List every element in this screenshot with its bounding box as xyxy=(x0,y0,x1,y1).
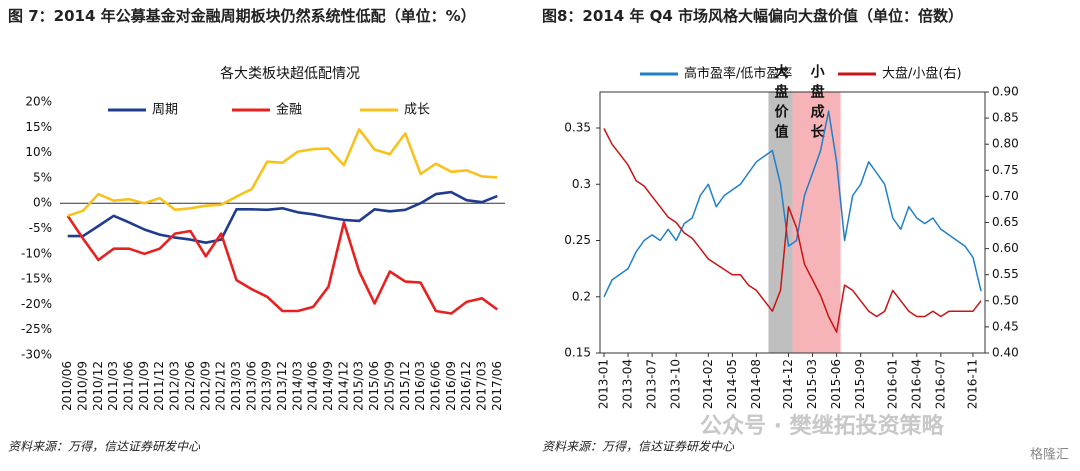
y-tick-label: 0% xyxy=(33,196,52,210)
y2-tick-label: 0.40 xyxy=(992,346,1019,360)
y2-tick-label: 0.50 xyxy=(992,293,1019,307)
y-tick-label: -25% xyxy=(21,322,52,336)
y-tick-label: -20% xyxy=(21,297,52,311)
source: 资料来源：万得，信达证券研发中心 xyxy=(542,440,735,454)
x-tick-label: 2012/09 xyxy=(198,361,212,411)
y2-tick-label: 0.75 xyxy=(992,163,1019,177)
series-line xyxy=(603,110,982,298)
x-tick-label: 2015/03 xyxy=(352,361,366,411)
y-tick-label: 0.2 xyxy=(572,289,591,303)
x-tick-label: 2012/12 xyxy=(214,361,228,411)
watermark: 公众号 · 樊继拓投资策略 xyxy=(700,413,945,439)
series-line xyxy=(67,128,498,218)
x-tick-label: 2013/06 xyxy=(244,361,258,411)
x-tick-label: 2014-05 xyxy=(725,359,739,409)
y2-tick-label: 0.80 xyxy=(992,137,1019,151)
x-tick-label: 2013-10 xyxy=(669,359,683,409)
y-tick-label: 5% xyxy=(33,170,52,184)
region-label: 小盘成长 xyxy=(809,64,825,144)
x-tick-label: 2011/06 xyxy=(122,361,136,411)
x-tick-label: 2017/03 xyxy=(474,361,488,411)
y2-tick-label: 0.90 xyxy=(992,85,1019,99)
series-line xyxy=(67,190,498,244)
x-tick-label: 2014/03 xyxy=(290,361,304,411)
x-tick-label: 2010/12 xyxy=(91,361,105,411)
legend-label: 大盘/小盘(右) xyxy=(882,66,962,82)
y-tick-label: 15% xyxy=(25,120,52,134)
y-tick-label: -10% xyxy=(21,246,52,260)
source: 资料来源：万得，信达证券研发中心 xyxy=(8,440,201,454)
x-tick-label: 2014-08 xyxy=(749,359,763,409)
chart-subtitle: 各大类板块超低配情况 xyxy=(220,66,360,82)
y-tick-label: 10% xyxy=(25,145,52,159)
y-tick-label: -30% xyxy=(21,348,52,362)
x-tick-label: 2016/06 xyxy=(428,361,442,411)
x-tick-label: 2013-01 xyxy=(597,359,611,409)
y-tick-label: 0.3 xyxy=(572,177,591,191)
legend-label: 高市盈率/低市盈率 xyxy=(684,66,792,82)
y2-tick-label: 0.60 xyxy=(992,241,1019,255)
y-tick-label: 0.25 xyxy=(564,233,591,247)
x-tick-label: 2012/06 xyxy=(183,361,197,411)
series-line xyxy=(603,128,982,333)
x-tick-label: 2015/06 xyxy=(367,361,381,411)
x-tick-label: 2010/09 xyxy=(76,361,90,411)
x-tick-label: 2015/09 xyxy=(382,361,396,411)
x-tick-label: 2016/09 xyxy=(444,361,458,411)
x-tick-label: 2012/03 xyxy=(168,361,182,411)
figure-title: 图8：2014 年 Q4 市场风格大幅偏向大盘价值（单位：倍数） xyxy=(542,7,964,25)
x-tick-label: 2016-01 xyxy=(885,359,899,409)
legend-label: 金融 xyxy=(276,102,302,118)
y-tick-label: 0.35 xyxy=(564,121,591,135)
x-tick-label: 2013/12 xyxy=(275,361,289,411)
x-tick-label: 2011/03 xyxy=(106,361,120,411)
x-tick-label: 2016-07 xyxy=(933,359,947,409)
legend-label: 成长 xyxy=(404,103,430,118)
x-tick-label: 2011/09 xyxy=(137,361,151,411)
y2-tick-label: 0.65 xyxy=(992,215,1019,229)
x-tick-label: 2014/12 xyxy=(336,361,350,411)
x-tick-label: 2013/09 xyxy=(260,361,274,411)
y-tick-label: -15% xyxy=(21,272,52,286)
y2-tick-label: 0.55 xyxy=(992,267,1019,281)
y-tick-label: 0.15 xyxy=(564,346,591,360)
x-tick-label: 2015-06 xyxy=(829,359,843,409)
y2-tick-label: 0.45 xyxy=(992,319,1019,333)
x-tick-label: 2014/09 xyxy=(321,361,335,411)
x-tick-label: 2013-07 xyxy=(645,359,659,409)
x-tick-label: 2013-04 xyxy=(621,359,635,409)
x-tick-label: 2014-12 xyxy=(781,359,795,409)
x-tick-label: 2011/12 xyxy=(152,361,166,411)
figure-title: 图 7：2014 年公募基金对金融周期板块仍然系统性低配（单位：%） xyxy=(8,7,476,25)
region-label: 大盘价值 xyxy=(772,63,788,144)
x-tick-label: 2017/06 xyxy=(490,361,504,411)
x-tick-label: 2014/06 xyxy=(306,361,320,411)
x-tick-label: 2015-09 xyxy=(853,359,867,409)
x-tick-label: 2016/03 xyxy=(413,361,427,411)
x-tick-label: 2015-03 xyxy=(805,359,819,409)
x-tick-label: 2016/12 xyxy=(459,361,473,411)
x-tick-label: 2016-04 xyxy=(909,359,923,409)
x-tick-label: 2016-11 xyxy=(965,359,979,409)
x-tick-label: 2013/03 xyxy=(229,361,243,411)
legend-label: 周期 xyxy=(152,103,178,118)
x-tick-label: 2015/12 xyxy=(398,361,412,411)
series-line xyxy=(66,215,499,315)
y2-tick-label: 0.85 xyxy=(992,111,1019,125)
x-tick-label: 2014-02 xyxy=(701,359,715,409)
y2-tick-label: 0.70 xyxy=(992,189,1019,203)
x-tick-label: 2010/06 xyxy=(60,361,74,411)
y-tick-label: -5% xyxy=(29,221,52,235)
y-tick-label: 20% xyxy=(25,95,52,109)
logo: 格隆汇 xyxy=(1030,447,1069,463)
